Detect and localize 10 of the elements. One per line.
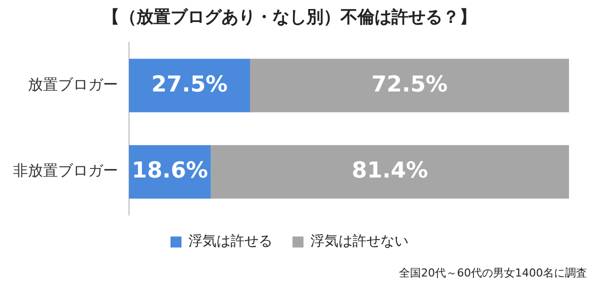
legend-label: 浮気は許せる (188, 234, 272, 250)
data-label: 18.6% (132, 158, 208, 184)
legend-label: 浮気は許せない (310, 234, 408, 250)
y-tick-label: 非放置ブロガー (13, 162, 118, 180)
data-label: 81.4% (352, 158, 428, 184)
data-label: 72.5% (371, 72, 448, 98)
data-label: 27.5% (151, 72, 228, 98)
chart-title: 【（放置ブログあり・なし別）不倫は許せる？】 (102, 8, 476, 28)
text: 全国20代～60代の男女1400名に調査 (399, 266, 587, 280)
y-tick-label: 放置ブロガー (28, 75, 118, 94)
